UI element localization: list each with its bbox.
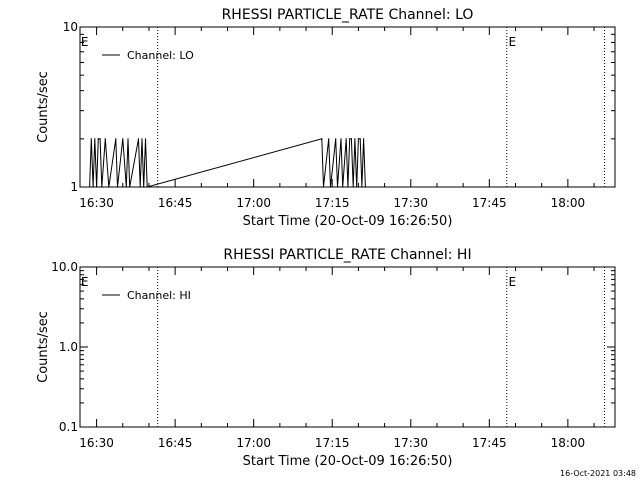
x-tick-label: 16:30 (79, 436, 114, 450)
data-point (345, 138, 347, 140)
x-tick-label: 18:00 (551, 196, 586, 210)
data-point (97, 138, 99, 140)
series-line (89, 138, 366, 188)
x-tick-label: 17:45 (472, 196, 507, 210)
data-point (364, 186, 366, 188)
data-point (141, 138, 143, 140)
data-point (129, 186, 131, 188)
data-point (357, 138, 360, 140)
y-tick-label: 10 (63, 20, 78, 34)
y-tick-label: 1.0 (59, 340, 78, 354)
data-point (139, 186, 141, 188)
legend-entry: Channel: HI (127, 289, 191, 302)
annotation-label: E (509, 35, 517, 49)
x-axis-label: Start Time (20-Oct-09 16:26:50) (243, 214, 453, 229)
x-tick-label: 16:45 (158, 436, 193, 450)
x-tick-label: 17:45 (472, 436, 507, 450)
chart-title: RHESSI PARTICLE_RATE Channel: LO (222, 7, 474, 23)
data-point (356, 186, 358, 188)
data-point (122, 138, 124, 140)
data-point (336, 186, 339, 188)
data-point (352, 186, 354, 188)
data-point (350, 138, 353, 140)
data-point (328, 138, 330, 140)
y-tick-label: 1 (70, 180, 78, 194)
data-point (144, 138, 147, 140)
data-point (95, 186, 98, 188)
annotation-label: E (509, 275, 517, 289)
x-tick-label: 16:45 (158, 196, 193, 210)
annotation-label: E (81, 35, 89, 49)
data-point (361, 186, 363, 188)
data-point (92, 186, 94, 188)
data-point (363, 138, 365, 140)
data-point (99, 138, 101, 140)
data-point (349, 138, 351, 140)
data-point (101, 186, 103, 188)
data-point (90, 138, 92, 140)
x-tick-label: 17:30 (393, 196, 428, 210)
data-point (359, 138, 361, 140)
x-tick-label: 16:30 (79, 196, 114, 210)
annotation-label: E (81, 275, 89, 289)
data-point (125, 186, 127, 188)
x-tick-label: 18:00 (551, 436, 586, 450)
y-tick-label: 0.1 (59, 420, 78, 434)
data-point (108, 186, 110, 188)
chart-panel-1: RHESSI PARTICLE_RATE Channel: LO 16:30 16:… (36, 7, 616, 229)
x-tick-label: 17:15 (315, 196, 350, 210)
data-point (89, 186, 91, 188)
legend-entry: Channel: LO (127, 49, 194, 62)
chart-title: RHESSI PARTICLE_RATE Channel: HI (223, 247, 471, 263)
x-tick-label: 17:00 (236, 436, 271, 450)
data-point (143, 186, 145, 188)
x-tick-label: 17:15 (315, 436, 350, 450)
data-point (329, 186, 332, 188)
data-point (342, 186, 344, 188)
data-point (116, 186, 119, 188)
footer-timestamp: 16-Oct-2021 03:48 (560, 469, 636, 478)
data-point (115, 138, 117, 140)
data-point (340, 138, 342, 140)
data-point (94, 138, 96, 140)
x-tick-label: 17:00 (236, 196, 271, 210)
data-point (335, 138, 337, 140)
x-tick-label: 17:30 (393, 436, 428, 450)
data-point (321, 138, 323, 140)
data-point (322, 186, 325, 188)
data-point (137, 138, 140, 140)
data-point (347, 186, 349, 188)
y-tick-label: 10.0 (51, 260, 78, 274)
y-axis-label: Counts/sec (36, 311, 51, 383)
chart-panel-2: RHESSI PARTICLE_RATE Channel: HI 16:30 16:… (36, 247, 616, 469)
data-point (127, 138, 129, 140)
y-axis-label: Counts/sec (36, 71, 51, 143)
data-point (354, 138, 356, 140)
data-point (104, 138, 106, 140)
x-axis-label: Start Time (20-Oct-09 16:26:50) (243, 454, 453, 469)
data-point (146, 186, 148, 188)
